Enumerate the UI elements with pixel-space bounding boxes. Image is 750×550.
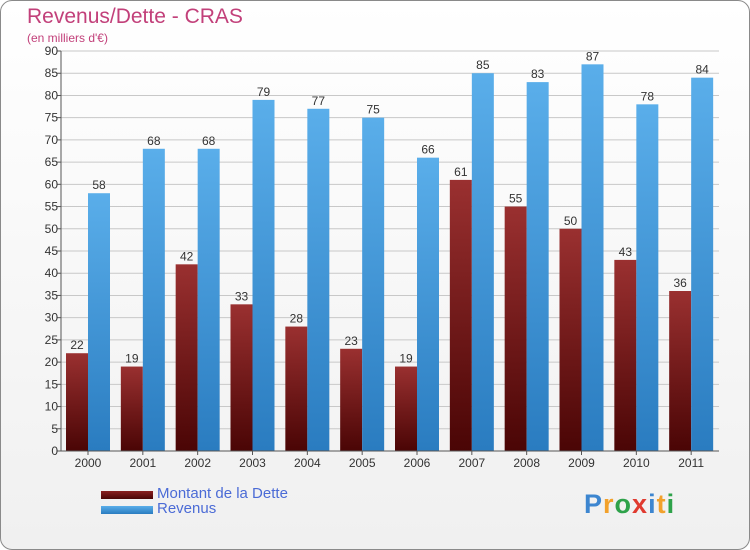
data-label-debt: 23	[344, 334, 358, 348]
logo-letter: i	[666, 489, 676, 519]
bar-revenue	[307, 108, 330, 452]
data-label-revenue: 68	[202, 134, 216, 148]
bar-debt	[614, 259, 637, 451]
logo-letter: i	[648, 489, 657, 519]
bar-debt	[395, 366, 417, 451]
x-tick-label: 2009	[568, 456, 595, 470]
bar-debt	[449, 179, 472, 451]
bar-debt	[504, 206, 527, 451]
bar-revenue	[362, 117, 385, 452]
legend-swatch-revenue	[101, 506, 153, 514]
data-label-revenue: 78	[641, 89, 655, 103]
legend-item-revenue: Revenus	[101, 500, 401, 517]
logo-letter: r	[603, 489, 615, 519]
data-label-revenue: 84	[695, 63, 709, 77]
y-tick-label: 20	[45, 355, 59, 369]
bar-debt	[120, 366, 143, 451]
y-tick-label: 15	[45, 377, 59, 391]
data-label-debt: 19	[125, 352, 139, 366]
bar-revenue	[636, 104, 659, 451]
y-tick-label: 85	[45, 66, 59, 80]
data-label-revenue: 87	[586, 49, 600, 63]
data-label-debt: 61	[454, 165, 468, 179]
data-label-revenue: 77	[312, 94, 326, 108]
x-tick-label: 2004	[294, 456, 321, 470]
x-tick-label: 2000	[75, 456, 102, 470]
y-tick-label: 30	[45, 311, 59, 325]
y-tick-label: 65	[45, 155, 59, 169]
logo-letter: P	[584, 489, 604, 519]
y-tick-label: 70	[45, 133, 59, 147]
bar-revenue	[526, 82, 549, 451]
logo-letter: x	[632, 489, 649, 519]
bar-debt	[66, 353, 88, 451]
bar-revenue	[88, 193, 110, 451]
x-tick-label: 2002	[184, 456, 211, 470]
y-tick-label: 45	[45, 244, 59, 258]
legend-item-debt: Montant de la Dette	[101, 485, 401, 502]
data-label-revenue: 85	[476, 58, 490, 72]
logo-letter: t	[656, 489, 667, 519]
bar-debt	[285, 326, 308, 451]
y-tick-label: 10	[45, 400, 59, 414]
y-tick-label: 35	[45, 288, 59, 302]
data-label-debt: 22	[70, 338, 84, 352]
chart-legend: Montant de la Dette Revenus	[101, 485, 401, 517]
bar-debt	[559, 228, 582, 451]
bar-debt	[175, 264, 198, 451]
legend-swatch-debt	[101, 491, 153, 499]
legend-label-debt: Montant de la Dette	[157, 485, 288, 502]
proxiti-logo: Proxiti	[584, 489, 675, 520]
x-tick-label: 2011	[678, 456, 704, 470]
y-tick-label: 25	[45, 333, 59, 347]
data-label-debt: 36	[673, 276, 687, 290]
legend-label-revenue: Revenus	[157, 500, 217, 517]
x-tick-label: 2006	[404, 456, 431, 470]
data-label-debt: 50	[564, 214, 578, 228]
data-label-revenue: 75	[366, 103, 380, 117]
data-label-revenue: 68	[147, 134, 161, 148]
x-tick-label: 2001	[129, 456, 156, 470]
bar-revenue	[417, 157, 439, 451]
chart-title: Revenus/Dette - CRAS	[27, 5, 243, 28]
y-tick-label: 50	[45, 222, 59, 236]
x-tick-label: 2005	[349, 456, 376, 470]
y-tick-label: 60	[45, 177, 59, 191]
logo-letter: o	[614, 489, 633, 519]
x-tick-label: 2008	[513, 456, 540, 470]
data-label-revenue: 83	[531, 67, 545, 81]
bar-revenue	[142, 148, 165, 451]
bar-revenue	[691, 77, 714, 452]
data-label-debt: 33	[235, 289, 249, 303]
data-label-debt: 43	[619, 245, 633, 259]
y-tick-label: 55	[45, 200, 59, 214]
x-tick-label: 2003	[239, 456, 266, 470]
chart-subtitle: (en milliers d'€)	[27, 31, 108, 45]
data-label-revenue: 58	[92, 178, 106, 192]
data-label-debt: 42	[180, 249, 194, 263]
data-label-debt: 55	[509, 192, 523, 206]
bar-debt	[669, 291, 692, 451]
y-tick-label: 5	[51, 422, 58, 436]
data-label-debt: 28	[290, 312, 304, 326]
y-tick-label: 80	[45, 88, 59, 102]
data-label-revenue: 66	[421, 143, 435, 157]
data-label-debt: 19	[399, 352, 413, 366]
x-tick-label: 2010	[623, 456, 650, 470]
bar-revenue	[197, 148, 220, 451]
bar-revenue	[581, 64, 604, 452]
y-tick-label: 75	[45, 111, 59, 125]
bar-revenue	[471, 73, 494, 451]
bar-debt	[230, 304, 253, 451]
bar-debt	[340, 348, 363, 451]
y-tick-label: 90	[45, 44, 59, 58]
data-label-revenue: 79	[257, 85, 271, 99]
bar-revenue	[252, 99, 275, 451]
x-tick-label: 2007	[458, 456, 485, 470]
y-tick-label: 0	[51, 444, 58, 458]
y-tick-label: 40	[45, 266, 59, 280]
